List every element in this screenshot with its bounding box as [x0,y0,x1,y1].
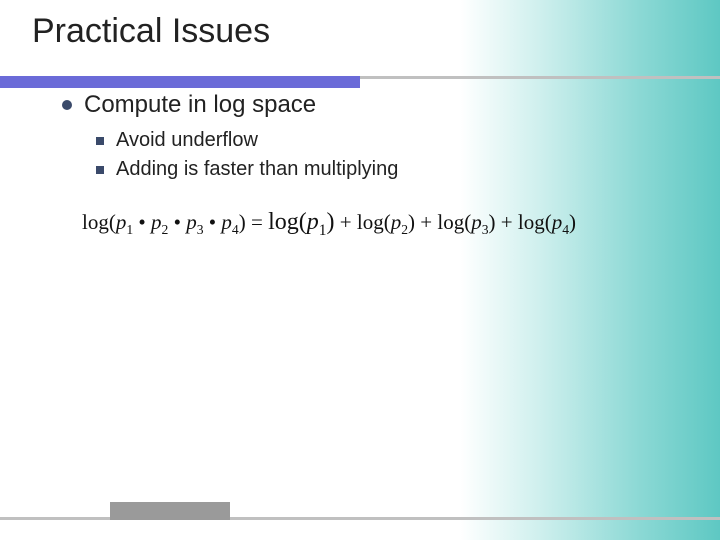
formula-close: ) [489,210,496,234]
bullet-level1-text: Compute in log space [84,91,316,119]
formula-sep: + [335,210,357,234]
title-underline-accent [0,76,360,88]
formula-var: p [391,210,402,234]
bullet-level2: Avoid underflow [96,129,680,152]
footer-divider [0,517,720,520]
bullet-level2: Adding is faster than multiplying [96,158,680,181]
formula-line: log(p1 • p2 • p3 • p4) = log(p1) + log(p… [82,209,680,240]
formula-var: p [307,209,319,235]
formula-sub: 4 [232,222,239,237]
formula-sep: • [133,210,151,234]
formula-close: ) = [239,210,268,234]
bullet-square-icon [96,137,104,145]
formula-close: ) [408,210,415,234]
footer-accent-bar [110,502,230,520]
formula-sub: 4 [562,222,569,237]
formula-sub: 2 [401,222,408,237]
formula-var: p [186,210,197,234]
formula-var: p [552,210,563,234]
bullet-level1: Compute in log space [62,91,680,119]
formula-sub: 3 [197,222,204,237]
bullet-level2-text: Adding is faster than multiplying [116,158,398,181]
formula-var: p [151,210,162,234]
formula-close: ) [327,209,335,235]
formula-sub: 3 [482,222,489,237]
title-region: Practical Issues [0,0,720,51]
formula-rhs: log(p1) + log(p2) + log(p3) + log(p4) [268,210,576,234]
formula-func: log( [437,210,471,234]
slide-title: Practical Issues [32,12,720,51]
bullet-square-icon [96,166,104,174]
formula-sep: • [168,210,186,234]
bullet-dot-icon [62,100,72,110]
formula-sep: + [415,210,437,234]
formula-close: ) [569,210,576,234]
formula-var: p [471,210,482,234]
formula-var: p [116,210,127,234]
formula-sep: + [496,210,518,234]
formula-func: log( [518,210,552,234]
formula-var: p [221,210,232,234]
formula-lhs: log(p1 • p2 • p3 • p4) = [82,210,268,234]
bullet-level2-text: Avoid underflow [116,129,258,152]
formula-func: log( [268,209,307,235]
formula-func: log( [357,210,391,234]
formula-sep: • [204,210,222,234]
formula-sub: 1 [319,222,327,239]
formula-func: log( [82,210,116,234]
